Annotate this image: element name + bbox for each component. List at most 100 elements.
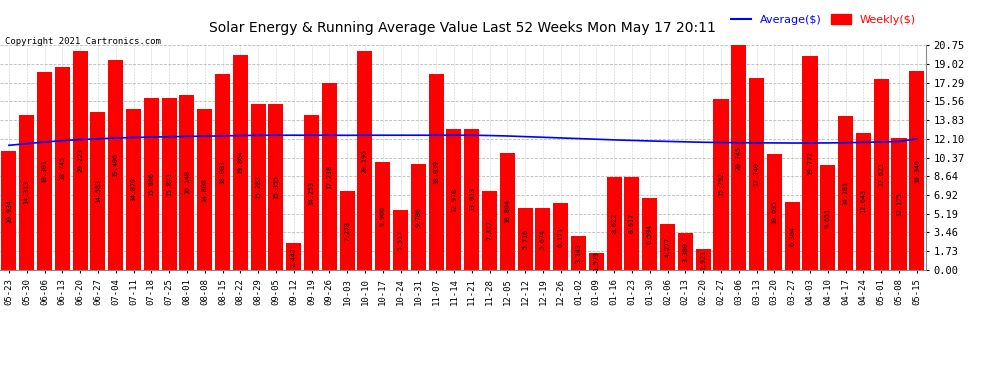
Bar — [108, 60, 124, 270]
Text: 14.313: 14.313 — [24, 180, 30, 204]
Bar — [749, 78, 764, 270]
Text: 20.195: 20.195 — [362, 148, 368, 172]
Bar — [873, 79, 889, 270]
Bar — [518, 208, 533, 270]
Text: 5.716: 5.716 — [522, 229, 528, 249]
Text: 4.277: 4.277 — [664, 237, 670, 257]
Text: 18.745: 18.745 — [59, 156, 65, 180]
Bar — [429, 74, 444, 270]
Bar — [802, 56, 818, 270]
Text: 20.223: 20.223 — [77, 148, 83, 172]
Bar — [553, 203, 568, 270]
Bar — [820, 165, 836, 270]
Bar — [536, 209, 550, 270]
Text: 10.934: 10.934 — [6, 199, 12, 223]
Bar — [482, 190, 497, 270]
Text: 13.013: 13.013 — [468, 188, 475, 211]
Text: 10.695: 10.695 — [771, 200, 777, 224]
Text: 20.745: 20.745 — [736, 146, 742, 170]
Text: 15.792: 15.792 — [718, 172, 724, 196]
Bar — [393, 210, 408, 270]
Text: 6.304: 6.304 — [789, 226, 795, 246]
Bar — [678, 233, 693, 270]
Text: 14.253: 14.253 — [309, 181, 315, 205]
Text: 15.283: 15.283 — [255, 175, 261, 199]
Text: 1.921: 1.921 — [700, 250, 706, 270]
Bar — [268, 104, 283, 270]
Bar — [785, 202, 800, 270]
Bar — [197, 110, 212, 270]
Text: 14.583: 14.583 — [95, 179, 101, 203]
Bar — [375, 162, 390, 270]
Text: 6.171: 6.171 — [557, 226, 563, 246]
Bar — [607, 177, 622, 270]
Bar — [714, 99, 729, 270]
Bar — [909, 71, 925, 270]
Text: 12.643: 12.643 — [860, 189, 866, 213]
Text: 15.355: 15.355 — [273, 175, 279, 199]
Text: 5.517: 5.517 — [398, 230, 404, 250]
Bar — [411, 164, 426, 270]
Text: 3.143: 3.143 — [575, 243, 581, 263]
Text: 5.674: 5.674 — [540, 229, 545, 249]
Bar — [304, 116, 319, 270]
Text: 8.622: 8.622 — [611, 213, 617, 233]
Bar — [144, 98, 158, 270]
Text: 14.808: 14.808 — [202, 178, 208, 202]
Bar — [250, 104, 265, 270]
Bar — [233, 55, 248, 270]
Bar — [357, 51, 372, 270]
Text: 18.039: 18.039 — [433, 160, 440, 184]
Text: 18.301: 18.301 — [42, 159, 48, 183]
Bar — [179, 95, 194, 270]
Bar — [767, 154, 782, 270]
Bar — [571, 236, 586, 270]
Text: 10.804: 10.804 — [504, 200, 510, 223]
Bar — [696, 249, 711, 270]
Bar — [286, 243, 301, 270]
Text: 9.651: 9.651 — [825, 208, 831, 228]
Bar — [90, 112, 106, 270]
Text: 9.966: 9.966 — [380, 206, 386, 226]
Bar — [855, 133, 871, 270]
Bar — [19, 115, 35, 270]
Bar — [891, 138, 907, 270]
Text: 15.886: 15.886 — [148, 172, 154, 196]
Bar — [126, 109, 141, 270]
Text: 12.175: 12.175 — [896, 192, 902, 216]
Text: Copyright 2021 Cartronics.com: Copyright 2021 Cartronics.com — [5, 38, 160, 46]
Text: 19.772: 19.772 — [807, 151, 813, 175]
Bar — [464, 129, 479, 270]
Legend: Average($), Weekly($): Average($), Weekly($) — [727, 10, 920, 29]
Text: 12.978: 12.978 — [450, 188, 457, 211]
Bar — [340, 191, 354, 270]
Text: 14.870: 14.870 — [131, 177, 137, 201]
Text: 1.579: 1.579 — [593, 252, 599, 272]
Text: 6.594: 6.594 — [646, 224, 652, 244]
Text: 8.617: 8.617 — [629, 213, 635, 233]
Text: 14.181: 14.181 — [842, 181, 848, 205]
Text: 19.406: 19.406 — [113, 153, 119, 177]
Bar — [660, 224, 675, 270]
Text: 7.317: 7.317 — [486, 220, 493, 240]
Text: 18.346: 18.346 — [914, 159, 920, 183]
Bar — [161, 98, 176, 270]
Bar — [54, 67, 70, 270]
Bar — [838, 116, 853, 270]
Bar — [500, 153, 515, 270]
Text: Solar Energy & Running Average Value Last 52 Weeks Mon May 17 20:11: Solar Energy & Running Average Value Las… — [209, 21, 716, 34]
Text: 17.621: 17.621 — [878, 162, 884, 186]
Bar — [37, 72, 52, 270]
Text: 18.081: 18.081 — [220, 160, 226, 184]
Text: 7.278: 7.278 — [345, 220, 350, 240]
Text: 17.218: 17.218 — [327, 165, 333, 189]
Text: 15.871: 15.871 — [166, 172, 172, 196]
Bar — [732, 45, 746, 270]
Text: 9.786: 9.786 — [416, 207, 422, 227]
Bar — [446, 129, 461, 270]
Text: 19.864: 19.864 — [238, 150, 244, 174]
Bar — [1, 152, 17, 270]
Bar — [643, 198, 657, 270]
Bar — [625, 177, 640, 270]
Bar — [589, 253, 604, 270]
